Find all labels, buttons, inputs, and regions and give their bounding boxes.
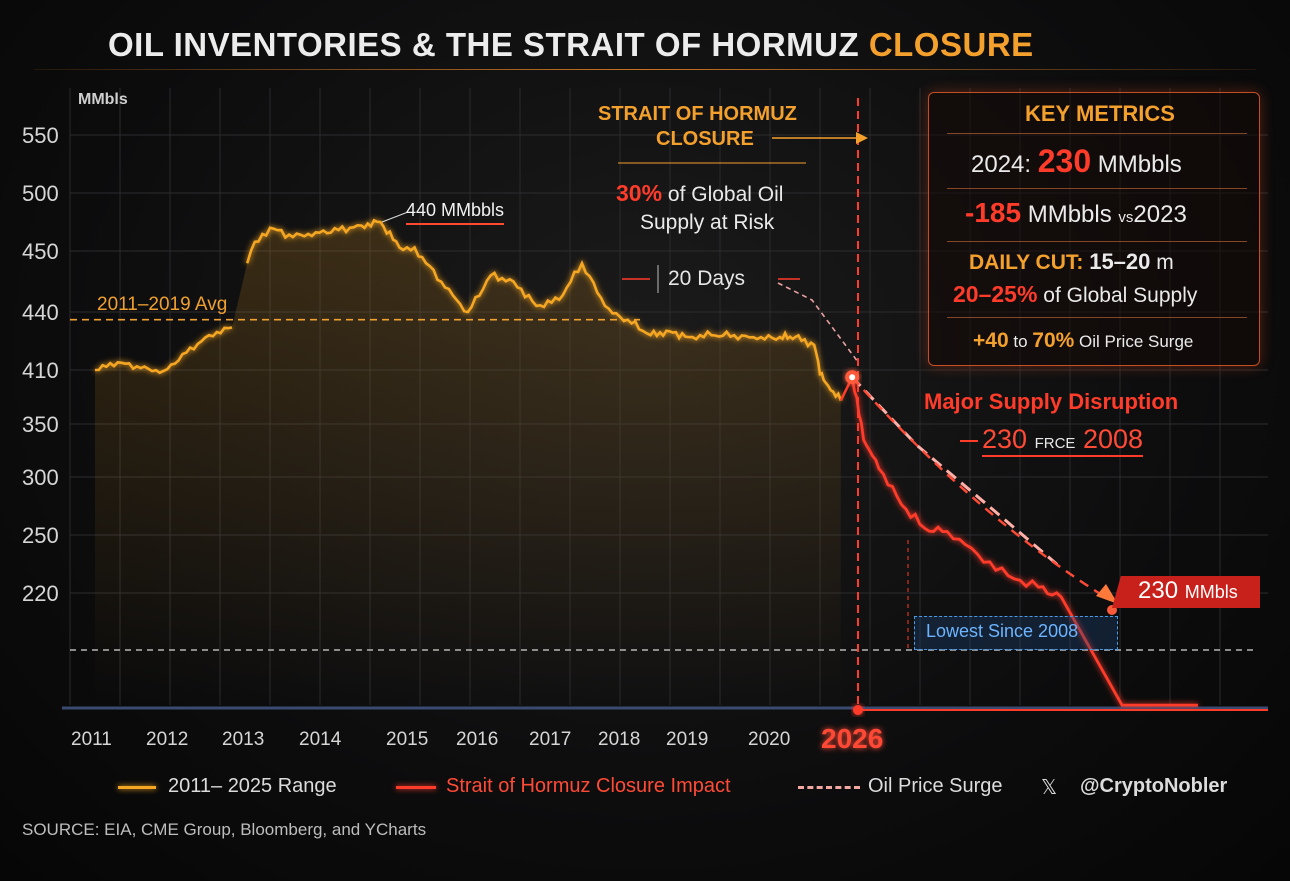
disruption-value: 230 FRCE 2008 — [982, 424, 1144, 457]
metric-daily-cut: DAILY CUT: 15–20 m — [969, 249, 1174, 274]
metrics-divider — [947, 241, 1247, 242]
y-tick-label: 500 — [22, 181, 59, 206]
end-value-badge — [1112, 576, 1260, 608]
author-handle[interactable]: @CryptoNobler — [1080, 775, 1228, 797]
title-highlight: CLOSURE — [868, 26, 1034, 63]
x-tick-label: 2015 — [386, 729, 428, 750]
range-area — [95, 220, 841, 706]
metrics-divider — [947, 317, 1247, 318]
x-tick-label: 2011 — [71, 729, 112, 750]
y-tick-label: 220 — [22, 581, 59, 606]
closure-arrowhead — [856, 132, 868, 144]
source-note: SOURCE: EIA, CME Group, Bloomberg, and Y… — [22, 820, 427, 839]
y-tick-label: 440 — [22, 300, 59, 325]
metrics-heading: KEY METRICS — [1025, 101, 1175, 126]
series-surge-line — [851, 376, 1063, 570]
metric-price-surge: +40 to 70% Oil Price Surge — [973, 329, 1194, 352]
x-tick-label: 2013 — [222, 729, 264, 750]
x-tick-label: 2018 — [598, 729, 640, 750]
series-range-line — [245, 218, 843, 402]
legend-range-label: 2011– 2025 Range — [168, 775, 337, 797]
metrics-divider — [947, 188, 1247, 189]
legend-impact-swatch — [396, 786, 436, 789]
y-tick-label: 550 — [22, 123, 59, 148]
surge-arrowhead — [1096, 584, 1118, 604]
series-range-line — [94, 326, 233, 375]
days-annotation: 20 Days — [668, 267, 746, 290]
y-tick-label: 350 — [22, 412, 59, 437]
key-metrics-panel: KEY METRICS 2024: 230 MMbbls -185 MMbbls… — [928, 92, 1260, 366]
legend-surge-label: Oil Price Surge — [868, 775, 1003, 797]
days-lead-line — [777, 282, 859, 363]
closure-title-line1: STRAIT OF HORMUZ — [598, 103, 797, 125]
y-tick-label: 410 — [22, 358, 59, 383]
series-impact-line — [850, 376, 1198, 707]
lowest-box — [914, 616, 1118, 650]
title-divider — [34, 69, 1256, 70]
x-tick-label: 2026 — [821, 723, 883, 754]
series-group — [94, 132, 1198, 707]
metric-global-supply: 20–25% of Global Supply — [953, 281, 1198, 307]
lowest-label: Lowest Since 2008 — [926, 621, 1079, 641]
x-logo-icon: 𝕏 — [1041, 777, 1058, 799]
x-tick-label: 2020 — [748, 729, 790, 750]
metric-change: -185 MMbbls vs2023 — [965, 197, 1187, 228]
closure-point-core — [849, 374, 856, 381]
peak-leader-line — [381, 211, 409, 223]
avg-line-label: 2011–2019 Avg — [97, 294, 228, 315]
x-tick-label: 2016 — [456, 729, 498, 750]
metrics-divider — [947, 133, 1247, 134]
end-value-text: 230 MMbls — [1138, 577, 1238, 604]
chart-title: OIL INVENTORIES & THE STRAIT OF HORMUZ C… — [108, 26, 1034, 63]
risk-percent: 30% — [616, 180, 663, 206]
y-tick-label: 300 — [22, 465, 59, 490]
baseline-2026-marker — [853, 705, 863, 715]
metric-2024: 2024: 230 MMbbls — [971, 143, 1182, 179]
legend-surge-swatch — [798, 786, 860, 789]
y-axis-unit: MMbls — [78, 91, 128, 108]
disruption-title: Major Supply Disruption — [924, 389, 1179, 414]
y-tick-label: 450 — [22, 239, 59, 264]
x-tick-label: 2017 — [529, 729, 571, 750]
peak-annotation: 440 MMbbls — [406, 200, 505, 225]
x-tick-label: 2012 — [146, 729, 188, 750]
y-tick-label: 250 — [22, 523, 59, 548]
risk-line2: Supply at Risk — [640, 211, 775, 234]
x-tick-label: 2019 — [666, 729, 708, 750]
legend-range-swatch — [118, 786, 156, 789]
closure-title-line2: CLOSURE — [656, 128, 754, 150]
tick-labels: 550 500 450 440 410 350 300 250 220 2011 2012 2013 2… — [22, 123, 883, 754]
risk-line1: 30% of Global Oil — [616, 180, 784, 206]
markers — [845, 370, 1117, 715]
x-tick-label: 2014 — [299, 729, 342, 750]
legend-impact-label: Strait of Hormuz Closure Impact — [446, 775, 731, 797]
